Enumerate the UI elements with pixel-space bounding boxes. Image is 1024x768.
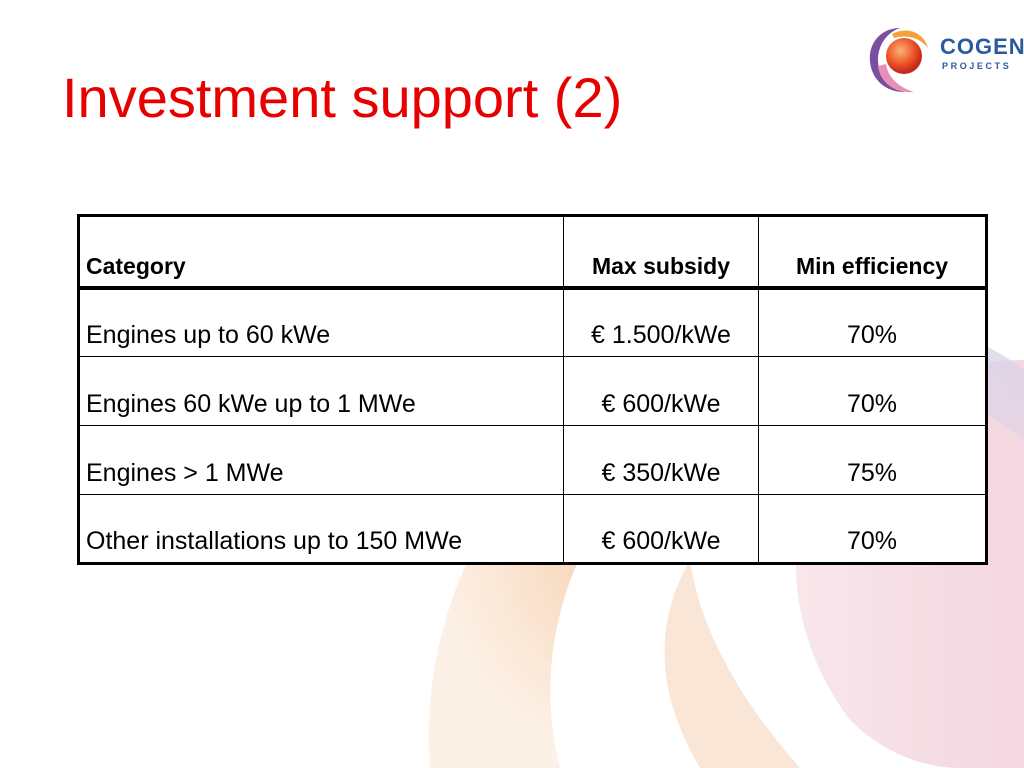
cell-max-subsidy: € 600/kWe bbox=[563, 494, 759, 564]
cell-category: Other installations up to 150 MWe bbox=[78, 494, 564, 564]
table-row: Engines > 1 MWe € 350/kWe 75% bbox=[78, 425, 987, 495]
cogen-logo-swirl-icon bbox=[869, 28, 928, 93]
table-row: Engines 60 kWe up to 1 MWe € 600/kWe 70% bbox=[78, 356, 987, 426]
cell-min-efficiency: 70% bbox=[758, 356, 987, 426]
logo-subname: PROJECTS bbox=[942, 61, 1012, 71]
investment-support-table: Category Max subsidy Min efficiency Engi… bbox=[77, 214, 988, 565]
header-category: Category bbox=[78, 215, 564, 290]
cogen-projects-logo: COGEN PROJECTS bbox=[864, 22, 1024, 98]
cell-max-subsidy: € 350/kWe bbox=[563, 425, 759, 495]
header-max-subsidy: Max subsidy bbox=[563, 215, 759, 290]
cell-category: Engines up to 60 kWe bbox=[78, 287, 564, 357]
header-min-efficiency: Min efficiency bbox=[758, 215, 987, 290]
table-row: Other installations up to 150 MWe € 600/… bbox=[78, 494, 987, 564]
cell-category: Engines > 1 MWe bbox=[78, 425, 564, 495]
table-header-row: Category Max subsidy Min efficiency bbox=[78, 215, 987, 290]
cell-min-efficiency: 75% bbox=[758, 425, 987, 495]
logo-name: COGEN bbox=[940, 34, 1024, 59]
cell-max-subsidy: € 600/kWe bbox=[563, 356, 759, 426]
cell-min-efficiency: 70% bbox=[758, 287, 987, 357]
cell-category: Engines 60 kWe up to 1 MWe bbox=[78, 356, 564, 426]
cell-min-efficiency: 70% bbox=[758, 494, 987, 564]
slide-title: Investment support (2) bbox=[62, 66, 623, 129]
table-row: Engines up to 60 kWe € 1.500/kWe 70% bbox=[78, 287, 987, 357]
cell-max-subsidy: € 1.500/kWe bbox=[563, 287, 759, 357]
